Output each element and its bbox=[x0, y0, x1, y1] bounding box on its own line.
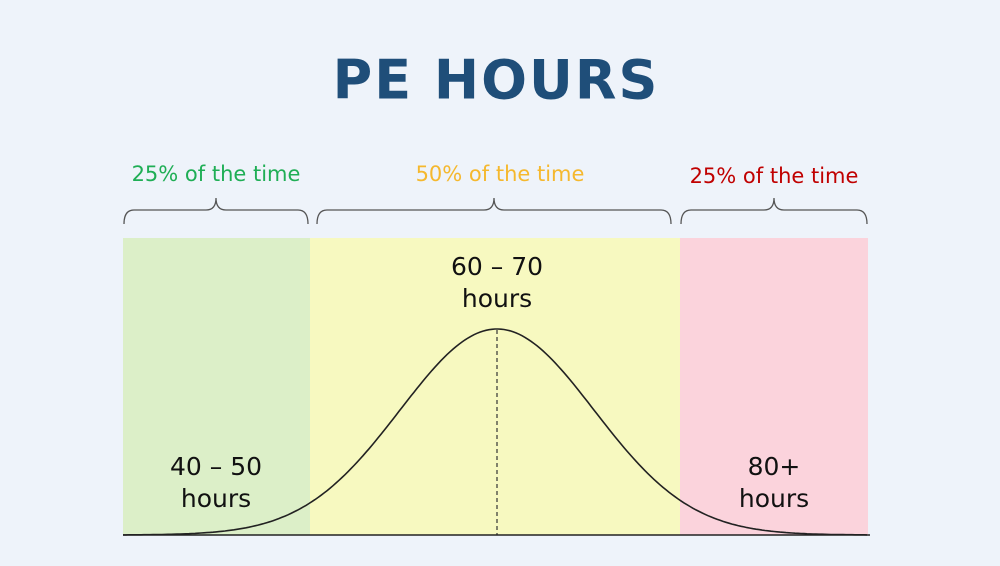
title: PE HOURS bbox=[333, 49, 660, 112]
low-region bbox=[123, 238, 310, 535]
hours-label: 60 – 70 bbox=[451, 252, 543, 281]
high-region bbox=[680, 238, 868, 535]
share-label: 50% of the time bbox=[416, 162, 585, 186]
brace bbox=[123, 197, 309, 225]
share-label: 25% of the time bbox=[690, 164, 859, 188]
hours-label: hours bbox=[462, 284, 532, 313]
brace bbox=[316, 197, 672, 225]
mid-region bbox=[310, 238, 680, 535]
brace bbox=[680, 197, 868, 225]
hours-label: 80+ bbox=[748, 452, 801, 481]
hours-label: hours bbox=[181, 484, 251, 513]
hours-label: 40 – 50 bbox=[170, 452, 262, 481]
share-label: 25% of the time bbox=[132, 162, 301, 186]
hours-label: hours bbox=[739, 484, 809, 513]
bell-curve bbox=[123, 328, 868, 536]
braces bbox=[123, 197, 868, 225]
